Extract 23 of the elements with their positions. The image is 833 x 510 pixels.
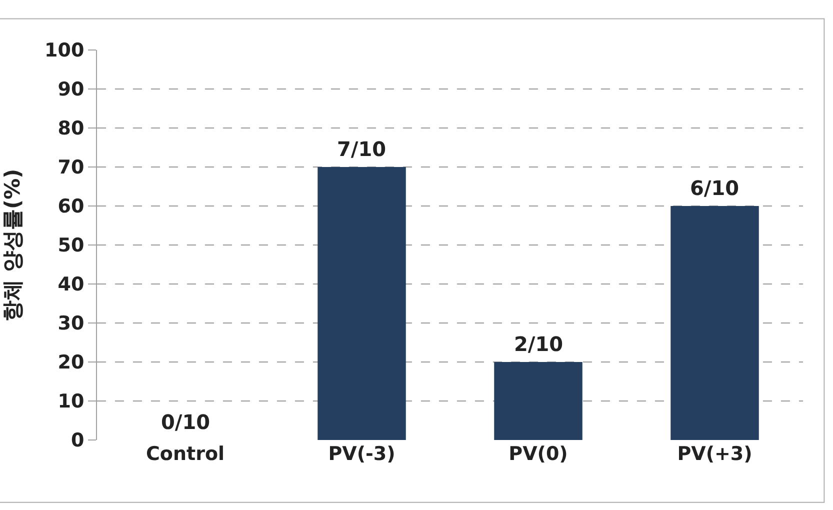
y-tick-label: 0 [70,430,84,452]
bar [318,167,406,440]
x-tick-label: Control [146,443,225,465]
x-tick-label: PV(+3) [677,443,752,465]
y-tick-label: 10 [58,390,84,413]
y-tick-label: 50 [58,234,84,257]
y-tick-label: 20 [58,352,84,374]
y-tick-label: 80 [58,118,84,140]
bar [670,206,759,440]
annotation: 7/10 [337,137,386,161]
y-tick-label: 70 [58,156,84,179]
annotation: 2/10 [514,332,564,356]
x-tick-label: PV(-3) [328,443,396,465]
y-axis-title: 항체 양성률(%) [0,168,25,322]
y-tick-label: 90 [58,78,84,101]
bar [494,362,582,440]
y-tick-label: 30 [58,312,84,335]
annotation: 6/10 [690,176,740,200]
annotation: 0/10 [161,410,210,434]
y-tick-label: 100 [44,40,84,62]
x-tick-label: PV(0) [508,443,568,465]
y-tick-label: 40 [58,274,84,296]
y-tick-label: 60 [58,196,84,218]
